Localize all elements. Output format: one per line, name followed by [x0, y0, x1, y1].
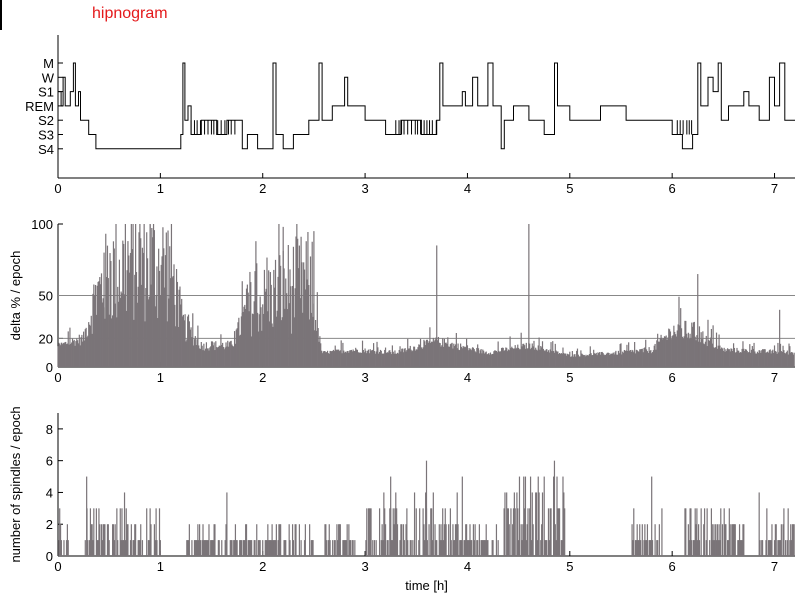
spindles-y-tick-label: 4 [46, 485, 53, 500]
hypnogram-y-label: S2 [38, 113, 54, 128]
hypnogram-x-tick-label: 4 [464, 181, 471, 196]
hypnogram-series-line [58, 62, 795, 150]
delta-x-tick-label: 4 [464, 370, 471, 385]
spindles-x-tick-label: 5 [566, 559, 573, 574]
delta-x-tick-label: 7 [771, 370, 778, 385]
chart-title: hipnogram [92, 5, 168, 22]
hypnogram-x-tick-label: 5 [566, 181, 573, 196]
spindles-y-label: number of spindles / epoch [8, 406, 23, 562]
hypnogram-x-tick-label: 6 [669, 181, 676, 196]
delta-x-tick-label: 1 [157, 370, 164, 385]
delta-x-tick-label: 5 [566, 370, 573, 385]
spindles-x-tick-label: 3 [361, 559, 368, 574]
delta-y-tick-label: 100 [31, 217, 53, 232]
hypnogram-y-label: W [42, 70, 55, 85]
hypnogram-x-tick-label: 2 [259, 181, 266, 196]
spindles-bars [58, 460, 795, 556]
delta-x-tick-label: 2 [259, 370, 266, 385]
delta-bars [57, 224, 795, 367]
corner-mark [0, 0, 2, 30]
spindles-y-tick-label: 6 [46, 454, 53, 469]
spindles-x-tick-label: 4 [464, 559, 471, 574]
spindles-x-label: time [h] [405, 578, 448, 593]
hypnogram-x-tick-label: 1 [157, 181, 164, 196]
spindles-x-tick-label: 7 [771, 559, 778, 574]
delta-y-tick-label: 20 [39, 331, 53, 346]
hypnogram-y-label: S4 [38, 142, 54, 157]
spindles-x-tick-label: 6 [669, 559, 676, 574]
hypnogram-y-label: M [43, 56, 54, 71]
spindles-y-tick-label: 0 [46, 549, 53, 564]
spindles-y-tick-label: 2 [46, 517, 53, 532]
delta-x-tick-label: 3 [361, 370, 368, 385]
delta-y-tick-label: 50 [39, 289, 53, 304]
spindles-y-tick-label: 8 [46, 422, 53, 437]
spindles-x-tick-label: 0 [54, 559, 61, 574]
delta-y-tick-label: 0 [46, 360, 53, 375]
spindles-x-tick-label: 2 [259, 559, 266, 574]
spindles-x-tick-label: 1 [157, 559, 164, 574]
delta-x-tick-label: 6 [669, 370, 676, 385]
hypnogram-y-label: REM [25, 99, 54, 114]
hypnogram-x-tick-label: 7 [771, 181, 778, 196]
delta-x-tick-label: 0 [54, 370, 61, 385]
delta-y-label: delta % / epoch [8, 251, 23, 341]
hypnogram-y-label: S3 [38, 128, 54, 143]
hypnogram-y-label: S1 [38, 85, 54, 100]
hypnogram-x-tick-label: 3 [361, 181, 368, 196]
hypnogram-x-tick-label: 0 [54, 181, 61, 196]
spindles-panel: 0 1 2 3 4 5 6 7 0 2 4 6 8 number of spindles / epoch t… [8, 406, 795, 593]
delta-panel: 0 1 2 3 4 5 6 7 0 20 50 100 delta % / epoch [8, 217, 795, 385]
